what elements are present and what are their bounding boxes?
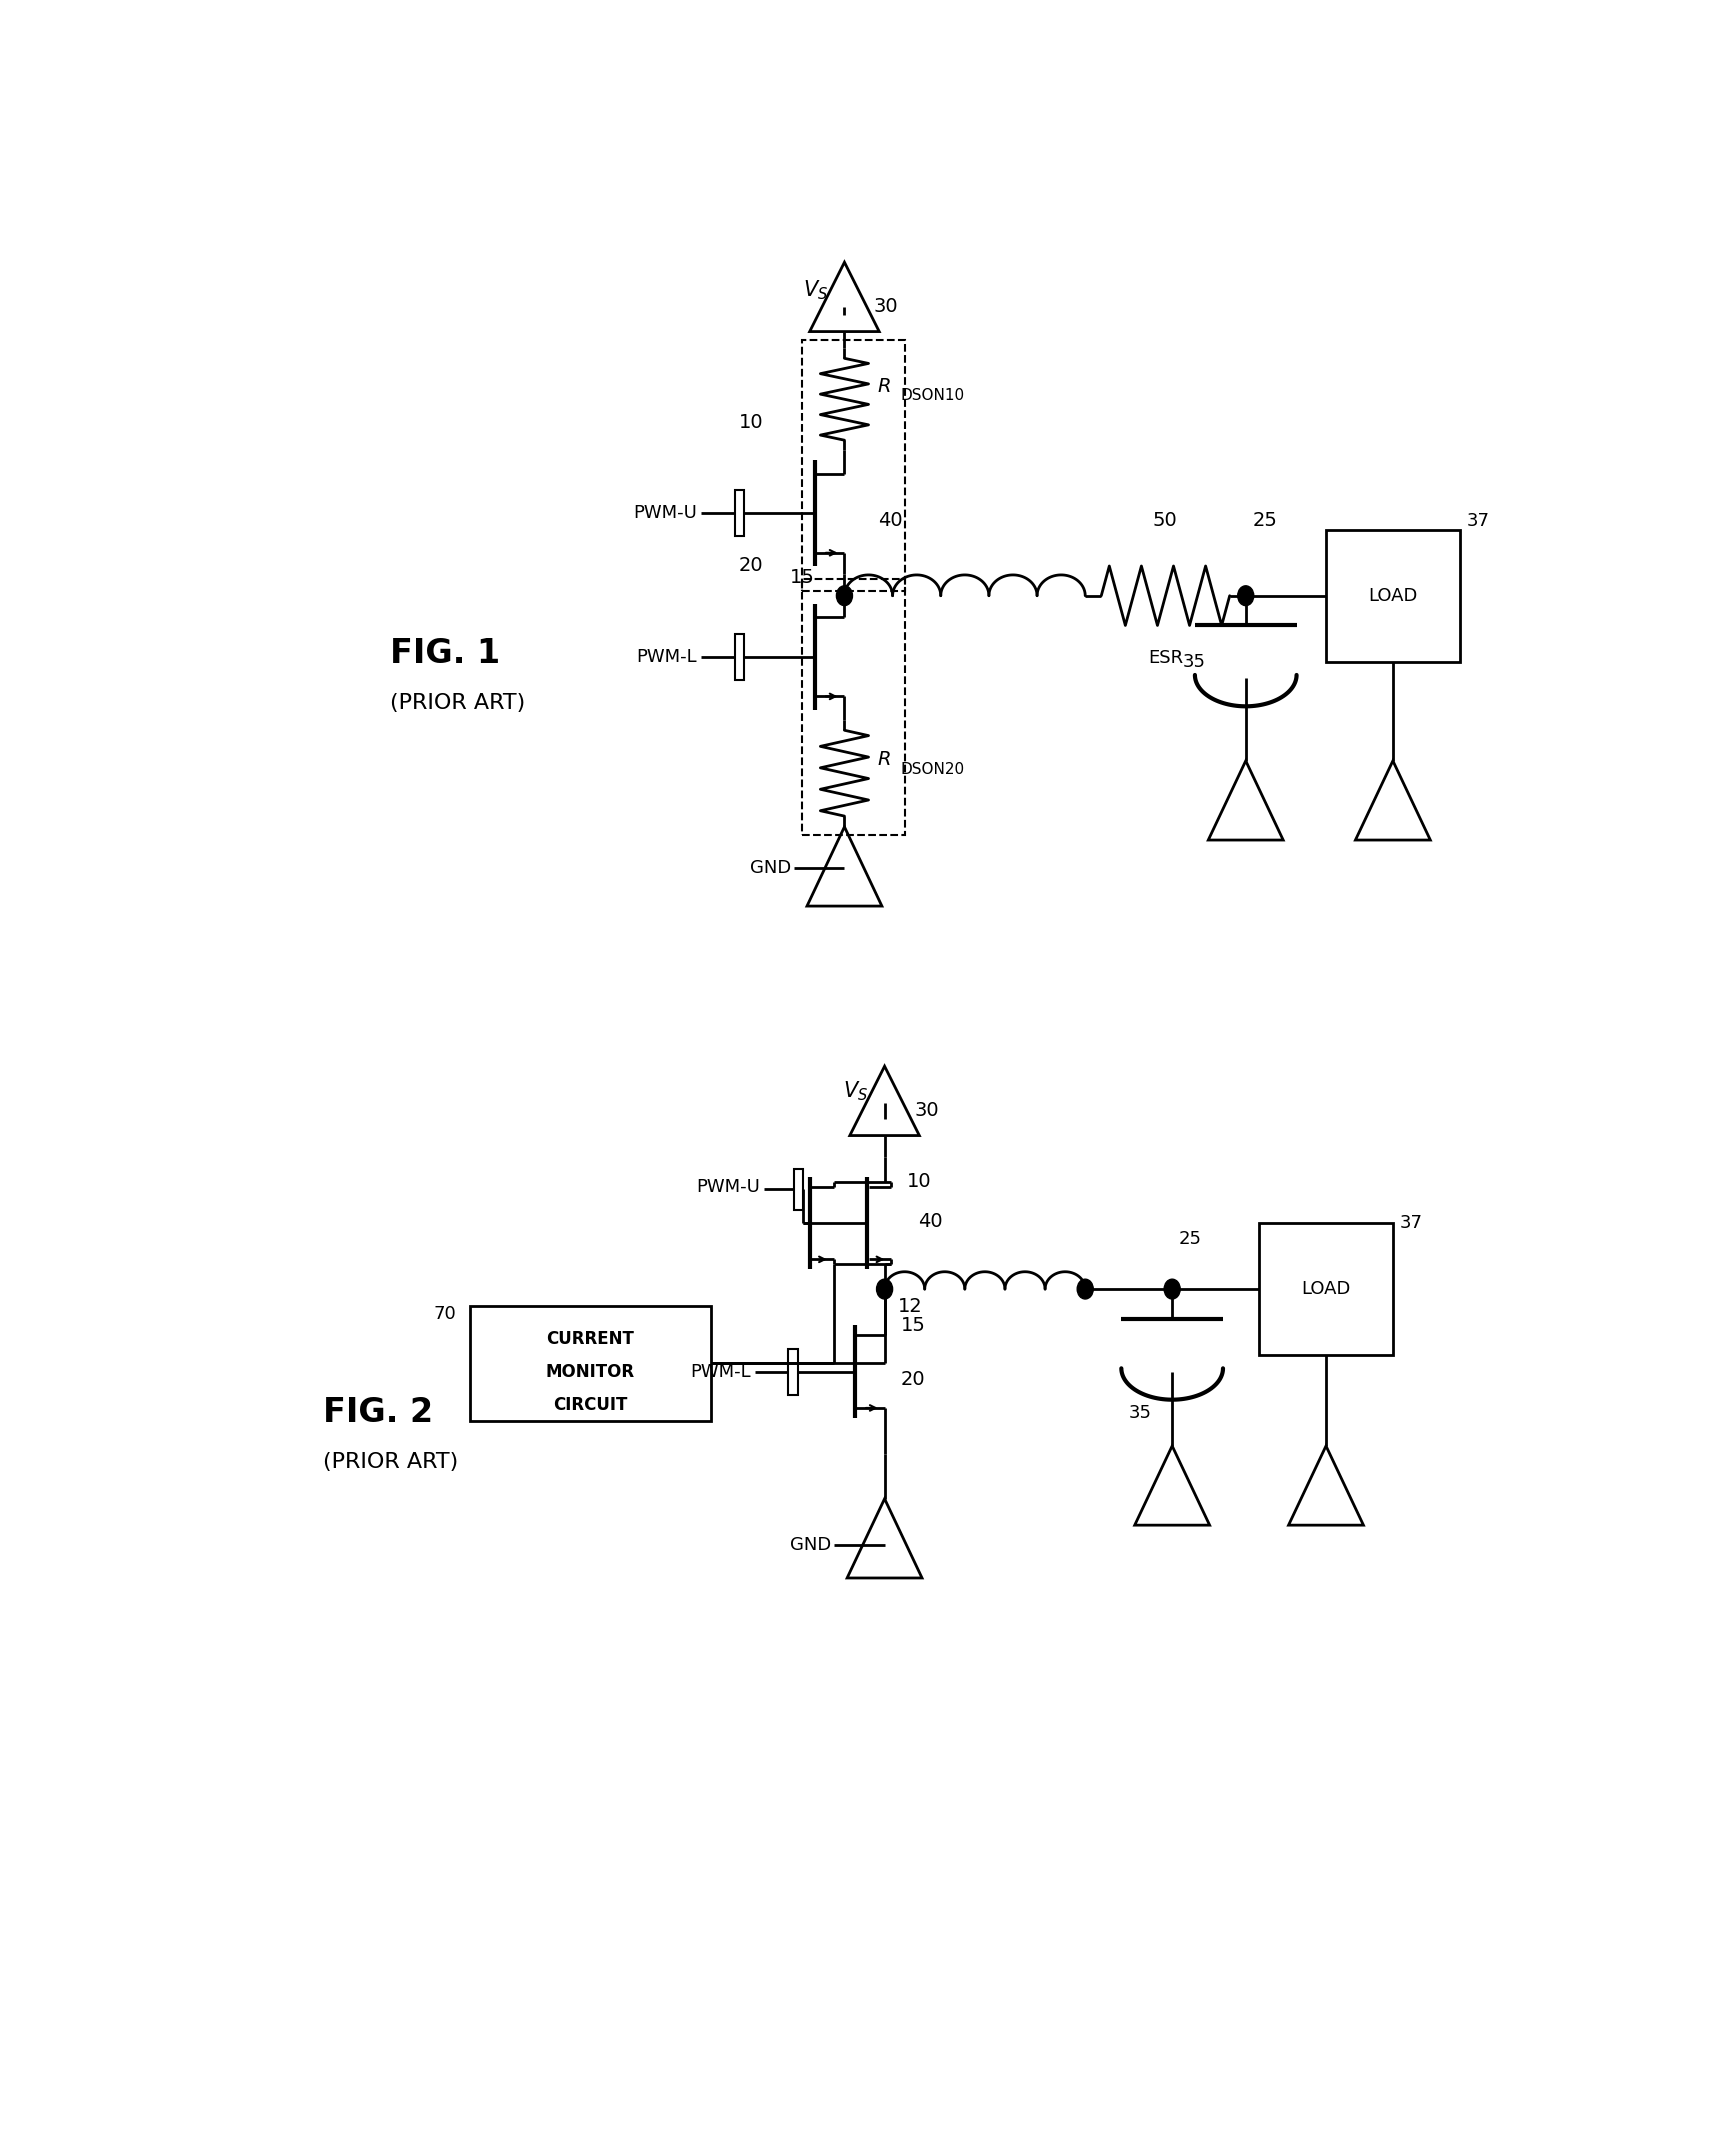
Text: MONITOR: MONITOR <box>545 1364 635 1381</box>
Text: 20: 20 <box>739 557 763 575</box>
Text: PWM-U: PWM-U <box>633 504 697 523</box>
Text: 37: 37 <box>1467 512 1490 530</box>
Bar <box>801 341 904 592</box>
Text: 30: 30 <box>873 298 899 317</box>
Text: PWM-U: PWM-U <box>696 1177 759 1196</box>
Text: 50: 50 <box>1153 510 1177 530</box>
Text: FIG. 2: FIG. 2 <box>323 1396 433 1430</box>
Text: CURRENT: CURRENT <box>547 1329 633 1349</box>
Text: 70: 70 <box>433 1306 456 1323</box>
Text: CIRCUIT: CIRCUIT <box>552 1396 628 1413</box>
Text: (PRIOR ART): (PRIOR ART) <box>323 1451 457 1473</box>
Text: DSON20: DSON20 <box>901 763 965 778</box>
Text: 35: 35 <box>1129 1404 1153 1421</box>
Text: 35: 35 <box>1182 652 1205 671</box>
Text: 25: 25 <box>1179 1231 1201 1248</box>
Bar <box>801 579 904 834</box>
Text: (PRIOR ART): (PRIOR ART) <box>390 693 525 714</box>
Text: DSON10: DSON10 <box>901 388 965 403</box>
Circle shape <box>877 1280 892 1299</box>
Text: 25: 25 <box>1253 510 1277 530</box>
Text: ESR: ESR <box>1148 647 1182 667</box>
Text: 15: 15 <box>791 568 815 587</box>
Text: 20: 20 <box>901 1370 925 1389</box>
Text: PWM-L: PWM-L <box>690 1364 751 1381</box>
Text: 15: 15 <box>901 1316 925 1336</box>
Text: LOAD: LOAD <box>1369 587 1417 605</box>
Circle shape <box>1163 1280 1181 1299</box>
Text: PWM-L: PWM-L <box>637 647 697 667</box>
Text: R: R <box>879 750 891 770</box>
Circle shape <box>1238 585 1253 605</box>
Text: R: R <box>879 377 891 394</box>
Circle shape <box>1077 1280 1093 1299</box>
Text: 12: 12 <box>898 1297 923 1316</box>
Text: 40: 40 <box>879 510 903 530</box>
Text: FIG. 1: FIG. 1 <box>390 637 501 669</box>
Text: $V_S$: $V_S$ <box>844 1078 868 1102</box>
Circle shape <box>837 585 853 605</box>
Text: 10: 10 <box>908 1173 932 1192</box>
Text: 37: 37 <box>1400 1214 1422 1233</box>
Text: 40: 40 <box>918 1211 942 1231</box>
Text: 10: 10 <box>739 414 763 431</box>
Text: LOAD: LOAD <box>1301 1280 1351 1297</box>
Text: 30: 30 <box>915 1102 939 1121</box>
Text: GND: GND <box>791 1535 832 1554</box>
Text: $V_S$: $V_S$ <box>803 279 828 302</box>
Text: GND: GND <box>749 860 791 877</box>
